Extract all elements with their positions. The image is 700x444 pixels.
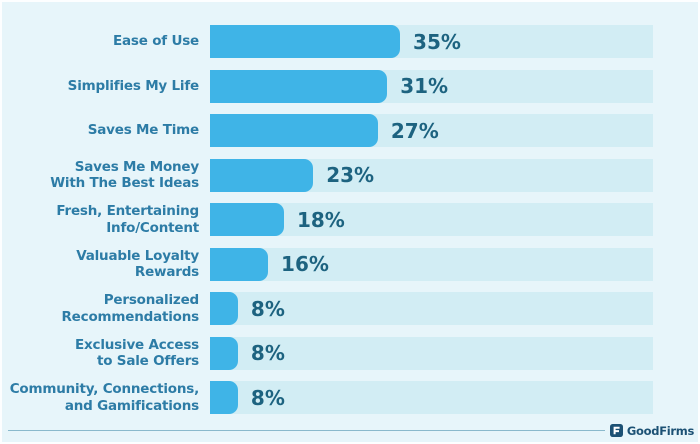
brand-name: GoodFirms xyxy=(626,423,694,438)
bar-track: 16% xyxy=(210,247,653,281)
chart-row: Saves Me Time 27% xyxy=(2,114,698,147)
chart-row: Community, Connections, and Gamification… xyxy=(2,381,698,414)
bar xyxy=(210,158,314,192)
bar xyxy=(210,114,378,147)
value-label: 23% xyxy=(326,163,375,187)
bar xyxy=(210,292,238,325)
category-label: Community, Connections, and Gamification… xyxy=(9,381,199,414)
category-label: Ease of Use xyxy=(112,33,199,50)
bar-track: 31% xyxy=(210,69,653,103)
value-label: 35% xyxy=(413,29,461,54)
value-label: 8% xyxy=(250,296,285,321)
value-label: 27% xyxy=(390,118,439,143)
value-label: 8% xyxy=(250,385,285,410)
bar xyxy=(210,69,388,103)
chart-row: Ease of Use 35% xyxy=(2,25,698,58)
value-label: 18% xyxy=(296,207,345,232)
category-label: Valuable Loyalty Rewards xyxy=(76,247,199,280)
category-label: Saves Me Money With The Best Ideas xyxy=(50,158,199,191)
bar-track: 23% xyxy=(210,158,653,192)
bar-track: 8% xyxy=(210,336,653,370)
category-label: Simplifies My Life xyxy=(67,77,200,94)
bar xyxy=(210,336,238,370)
value-label: 16% xyxy=(281,252,329,276)
category-label: Personalized Recommendations xyxy=(61,292,199,325)
chart-row: Saves Me Money With The Best Ideas 23% xyxy=(2,158,698,192)
value-label: 8% xyxy=(250,341,285,365)
chart-row: Simplifies My Life 31% xyxy=(2,69,698,103)
bar xyxy=(210,25,401,58)
bar-track: 27% xyxy=(210,114,653,147)
bar xyxy=(210,381,238,414)
category-label: Saves Me Time xyxy=(87,122,199,139)
category-label: Exclusive Access to Sale Offers xyxy=(75,336,199,369)
brand-logo: GoodFirms xyxy=(609,423,694,438)
chart-row: Personalized Recommendations 8% xyxy=(2,292,698,325)
footer: GoodFirms xyxy=(8,423,694,438)
chart-row: Exclusive Access to Sale Offers 8% xyxy=(2,336,698,370)
footer-divider-line xyxy=(8,430,605,431)
chart-row: Fresh, Entertaining Info/Content 18% xyxy=(2,203,698,236)
bar-track: 35% xyxy=(210,25,653,58)
bar xyxy=(210,247,269,281)
chart-row: Valuable Loyalty Rewards 16% xyxy=(2,247,698,281)
bar xyxy=(210,203,284,236)
bar-track: 18% xyxy=(210,203,653,236)
value-label: 31% xyxy=(400,74,449,98)
chart-rows: Ease of Use 35% Simplifies My Life 31% S… xyxy=(2,25,698,414)
bar-track: 8% xyxy=(210,292,653,325)
goodfirms-logo-icon xyxy=(609,424,623,437)
bar-track: 8% xyxy=(210,381,653,414)
category-label: Fresh, Entertaining Info/Content xyxy=(56,203,199,236)
